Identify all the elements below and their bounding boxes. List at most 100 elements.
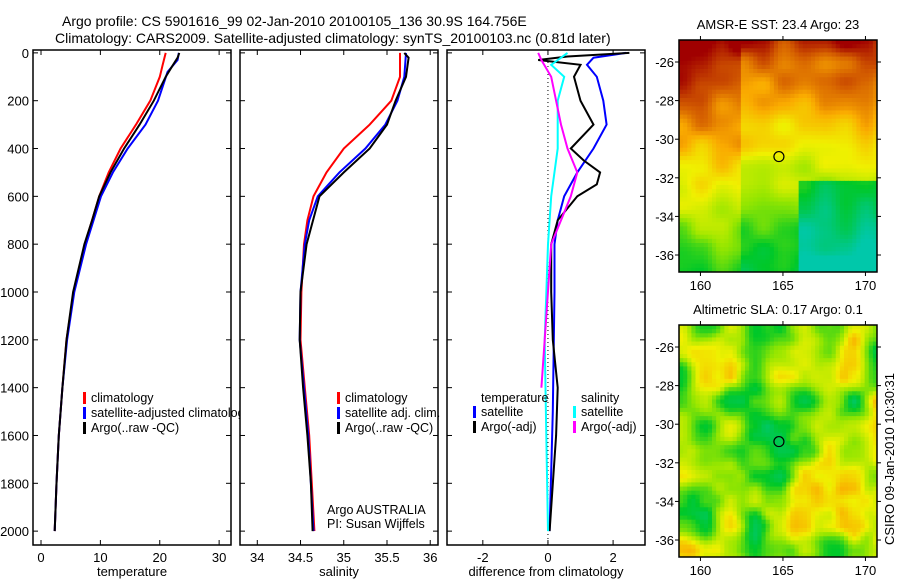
map-cell xyxy=(691,491,696,496)
map-cell xyxy=(823,416,828,421)
map-cell xyxy=(848,412,853,417)
map-cell xyxy=(786,429,791,434)
map-cell xyxy=(832,110,837,115)
map-cell xyxy=(687,115,692,120)
map-cell xyxy=(766,48,771,53)
map-cell xyxy=(803,337,808,342)
map-cell xyxy=(691,354,696,359)
map-cell xyxy=(803,354,808,359)
map-cell xyxy=(832,478,837,483)
map-cell xyxy=(741,408,746,413)
map-cell xyxy=(716,202,721,207)
map-cell xyxy=(704,222,709,227)
map-cell xyxy=(823,57,828,62)
map-cell xyxy=(803,131,808,136)
map-cell xyxy=(795,387,800,392)
map-cell xyxy=(720,433,725,438)
map-cell xyxy=(708,366,713,371)
map-cell xyxy=(757,44,762,49)
map-cell xyxy=(712,255,717,260)
map-cell xyxy=(691,90,696,95)
map-cell xyxy=(832,226,837,231)
map-cell xyxy=(741,86,746,91)
map-cell xyxy=(757,135,762,140)
map-cell xyxy=(700,139,705,144)
map-cell xyxy=(790,424,795,429)
map-cell xyxy=(856,412,861,417)
map-cell xyxy=(823,482,828,487)
map-cell xyxy=(720,119,725,124)
map-cell xyxy=(716,173,721,178)
map-cell xyxy=(786,156,791,161)
map-cell xyxy=(716,57,721,62)
map-cell xyxy=(782,491,787,496)
map-cell xyxy=(778,383,783,388)
map-cell xyxy=(770,44,775,49)
map-cell xyxy=(737,264,742,269)
map-cell xyxy=(712,499,717,504)
map-cell xyxy=(691,264,696,269)
map-cell xyxy=(753,251,758,256)
map-cell xyxy=(708,247,713,252)
map-cell xyxy=(819,482,824,487)
map-cell xyxy=(733,127,738,132)
map-cell xyxy=(696,214,701,219)
map-cell xyxy=(687,424,692,429)
map-cell xyxy=(745,251,750,256)
map-cell xyxy=(823,226,828,231)
map-cell xyxy=(766,453,771,458)
map-cell xyxy=(737,247,742,252)
map-cell xyxy=(737,177,742,182)
map-cell xyxy=(708,206,713,211)
map-cell xyxy=(815,437,820,442)
map-cell xyxy=(704,123,709,128)
map-cell xyxy=(828,366,833,371)
map-cell xyxy=(790,193,795,198)
map-cell xyxy=(708,110,713,115)
map-cell xyxy=(737,487,742,492)
map-cell xyxy=(819,412,824,417)
map-cell xyxy=(691,44,696,49)
map-cell xyxy=(790,206,795,211)
map-cell xyxy=(770,102,775,107)
map-cell xyxy=(704,354,709,359)
map-cell xyxy=(691,110,696,115)
map-cell xyxy=(766,214,771,219)
map-cell xyxy=(712,395,717,400)
map-cell xyxy=(832,424,837,429)
map-cell xyxy=(778,387,783,392)
map-cell xyxy=(844,206,849,211)
map-cell xyxy=(691,202,696,207)
map-cell xyxy=(741,387,746,392)
map-cell xyxy=(729,239,734,244)
map-cell xyxy=(815,73,820,78)
map-cell xyxy=(757,144,762,149)
map-cell xyxy=(691,144,696,149)
map-cell xyxy=(757,98,762,103)
map-cell xyxy=(815,395,820,400)
map-cell xyxy=(712,164,717,169)
map-cell xyxy=(790,474,795,479)
map-cell xyxy=(856,482,861,487)
map-cell xyxy=(700,495,705,500)
map-cell xyxy=(708,139,713,144)
map-cell xyxy=(840,404,845,409)
map-cell xyxy=(799,395,804,400)
map-cell xyxy=(811,98,816,103)
map-cell xyxy=(852,366,857,371)
map-cell xyxy=(762,466,767,471)
map-cell xyxy=(708,433,713,438)
map-cell xyxy=(733,148,738,153)
map-cell xyxy=(836,337,841,342)
map-cell xyxy=(774,243,779,248)
map-cell xyxy=(815,127,820,132)
map-cell xyxy=(844,445,849,450)
map-cell xyxy=(848,375,853,380)
map-cell xyxy=(790,441,795,446)
map-cell xyxy=(724,499,729,504)
map-cell xyxy=(766,420,771,425)
map-cell xyxy=(828,391,833,396)
map-cell xyxy=(861,251,866,256)
map-cell xyxy=(778,255,783,260)
map-cell xyxy=(749,420,754,425)
